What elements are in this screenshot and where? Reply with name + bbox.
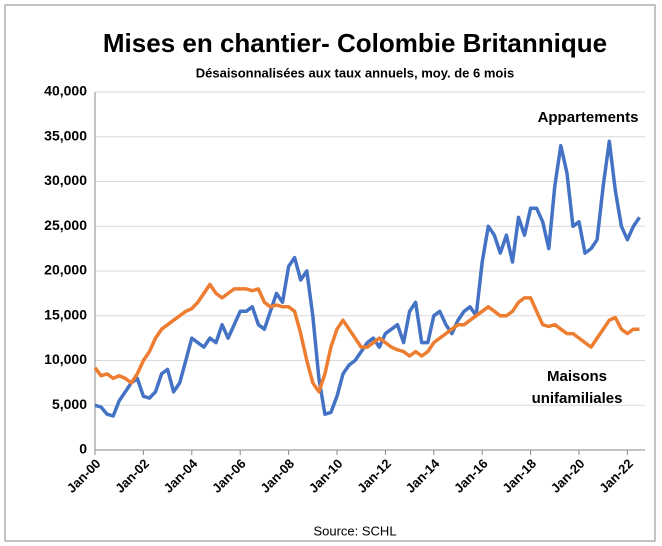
- y-tick-label: 0: [79, 441, 87, 457]
- series-label-line: unifamiliales: [532, 390, 623, 407]
- chart-frame: [4, 4, 656, 542]
- y-tick-label: 10,000: [44, 351, 87, 367]
- y-tick-label: 15,000: [44, 306, 87, 322]
- chart-subtitle: Désaisonnalisées aux taux annuels, moy. …: [196, 65, 514, 80]
- series-label: Appartements: [538, 109, 639, 126]
- y-tick-label: 25,000: [44, 217, 87, 233]
- y-tick-label: 5,000: [52, 396, 87, 412]
- series-label: Maisons unifamiliales: [532, 368, 623, 407]
- y-tick-label: 40,000: [44, 83, 87, 99]
- series-label-line: Maisons: [547, 368, 607, 385]
- y-tick-label: 35,000: [44, 127, 87, 143]
- y-tick-label: 20,000: [44, 262, 87, 278]
- source: Source: SCHL: [313, 523, 396, 538]
- chart-title: Mises en chantier- Colombie Britannique: [103, 28, 607, 58]
- y-tick-label: 30,000: [44, 172, 87, 188]
- series-line: [93, 282, 640, 394]
- series-line: [94, 139, 641, 418]
